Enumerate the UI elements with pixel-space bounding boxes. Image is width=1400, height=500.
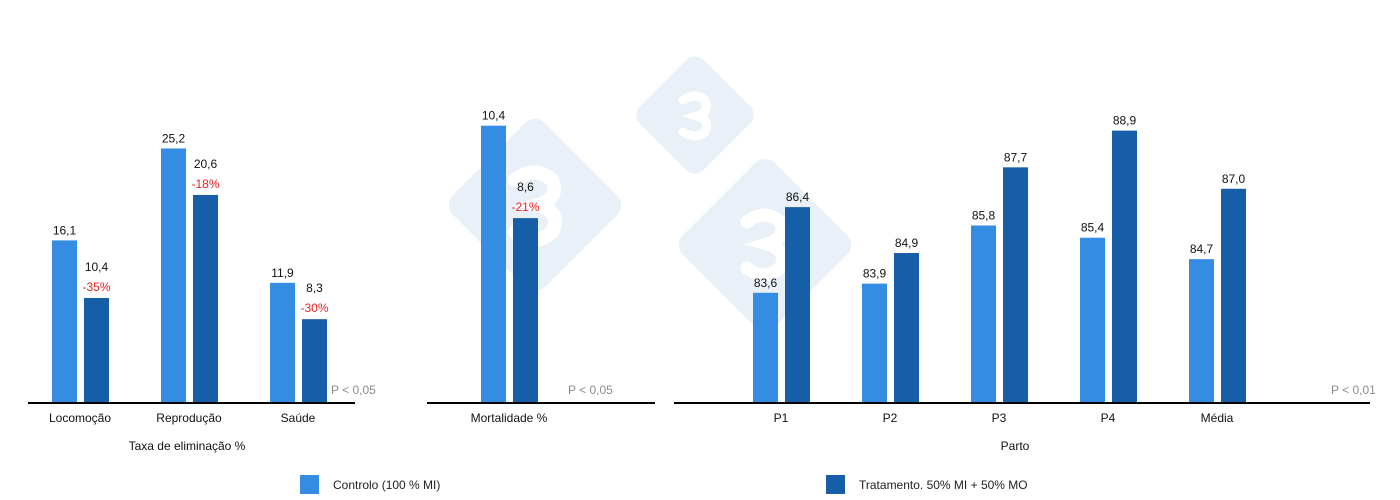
- data-label: 85,4: [1081, 221, 1105, 235]
- bar-treatment: [193, 194, 218, 403]
- legend-swatch-control: [300, 475, 319, 494]
- legend-label-treatment: Tratamento. 50% MI + 50% MO: [859, 477, 1028, 492]
- bar-control: [52, 240, 77, 403]
- data-label: 83,9: [863, 267, 887, 281]
- x-tick-label: Locomoção: [49, 411, 111, 425]
- data-label: 16,1: [53, 223, 77, 237]
- x-tick-label: P4: [1101, 411, 1116, 425]
- data-label: 11,9: [271, 266, 294, 280]
- x-tick-label: P3: [992, 411, 1007, 425]
- bar-treatment: [302, 319, 327, 403]
- p-value-annotation: P < 0,05: [331, 383, 376, 397]
- bar-control: [971, 225, 996, 403]
- bar-treatment: [84, 297, 109, 403]
- bar-treatment: [1221, 188, 1246, 403]
- x-axis-title: Parto: [1001, 439, 1030, 453]
- bar-treatment: [1003, 167, 1028, 403]
- x-tick-label: Média: [1201, 411, 1234, 425]
- bar-treatment: [1112, 130, 1137, 403]
- data-label: 87,7: [1004, 150, 1028, 164]
- bar-treatment: [785, 207, 810, 403]
- x-tick-label: P2: [883, 411, 898, 425]
- data-label: 87,0: [1222, 172, 1246, 186]
- bar-treatment: [513, 218, 538, 403]
- change-label: -30%: [300, 301, 328, 315]
- data-label: 84,9: [895, 236, 919, 250]
- bar-treatment: [894, 253, 919, 403]
- p-value-annotation: P < 0,01: [1331, 383, 1376, 397]
- data-label: 8,3: [306, 281, 323, 295]
- bar-control: [161, 148, 186, 403]
- x-tick-label: Saúde: [281, 411, 316, 425]
- p-value-annotation: P < 0,05: [568, 383, 613, 397]
- legend-swatch-treatment: [826, 475, 845, 494]
- x-tick-label: Mortalidade %: [471, 411, 548, 425]
- data-label: 84,7: [1190, 242, 1214, 256]
- bar-control: [753, 292, 778, 403]
- legend-label-control: Controlo (100 % MI): [333, 477, 441, 492]
- legend-item-control[interactable]: Controlo (100 % MI): [300, 475, 440, 494]
- x-axis-title: Taxa de eliminação %: [129, 439, 246, 453]
- x-tick-label: Reprodução: [156, 411, 222, 425]
- data-label: 10,4: [85, 260, 109, 274]
- bar-control: [481, 125, 506, 403]
- bar-control: [862, 283, 887, 403]
- data-label: 25,2: [162, 131, 186, 145]
- bar-control: [270, 282, 295, 403]
- bar-control: [1189, 259, 1214, 403]
- data-label: 10,4: [482, 109, 506, 123]
- data-label: 20,6: [194, 157, 218, 171]
- change-label: -21%: [511, 200, 539, 214]
- change-label: -18%: [191, 177, 219, 191]
- x-tick-label: P1: [774, 411, 789, 425]
- data-label: 86,4: [786, 190, 810, 204]
- legend-item-treatment[interactable]: Tratamento. 50% MI + 50% MO: [826, 475, 1028, 494]
- data-label: 83,6: [754, 276, 778, 290]
- change-label: -35%: [82, 280, 110, 294]
- bar-control: [1080, 237, 1105, 403]
- data-label: 88,9: [1113, 114, 1137, 128]
- data-label: 8,6: [517, 180, 534, 194]
- data-label: 85,8: [972, 208, 996, 222]
